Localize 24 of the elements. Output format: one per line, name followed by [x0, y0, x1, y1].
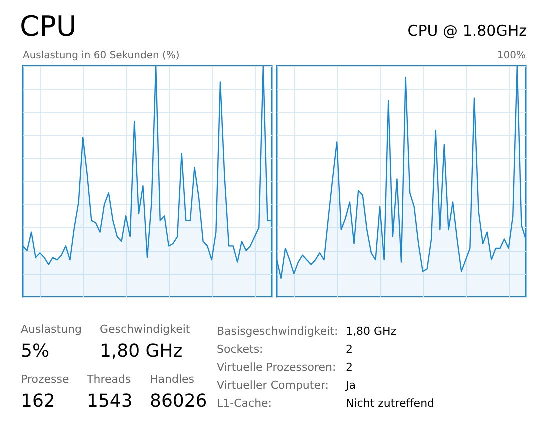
text: CPU @ 1.80GHz: [408, 22, 527, 40]
text: 2: [346, 343, 353, 356]
text: Auslastung: [21, 323, 82, 336]
text: 86026: [150, 391, 208, 412]
text: Threads: [87, 373, 132, 386]
text: Nicht zutreffend: [346, 397, 435, 410]
text: Ja: [346, 379, 356, 392]
text: 1,80 GHz: [346, 325, 397, 338]
y-axis-title: Auslastung in 60 Sekunden (%): [23, 50, 180, 62]
text: Sockets:: [217, 343, 264, 356]
text: 1543: [87, 391, 133, 412]
text: Geschwindigkeit: [100, 323, 190, 336]
text: 100%: [497, 50, 526, 62]
text: 2: [346, 361, 353, 374]
text: 162: [21, 391, 56, 412]
text: 1,80 GHz: [100, 341, 183, 362]
text: Prozesse: [21, 373, 70, 386]
text: L1-Cache:: [217, 397, 272, 410]
text: Virtueller Computer:: [217, 379, 330, 392]
text: Basisgeschwindigkeit:: [217, 325, 338, 338]
text: 5%: [21, 341, 50, 362]
text: Virtuelle Prozessoren:: [217, 361, 336, 374]
text: Handles: [150, 373, 195, 386]
text: CPU: [20, 10, 77, 43]
